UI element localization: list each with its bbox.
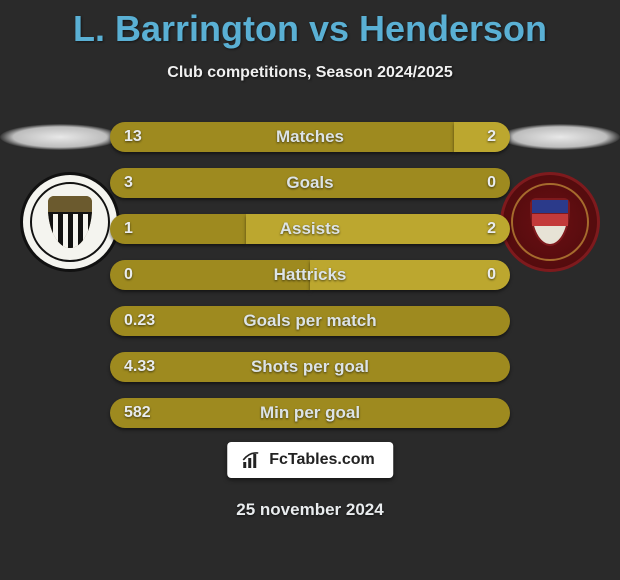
stat-row: 4.33 Shots per goal <box>110 352 510 382</box>
stat-value-left: 0.23 <box>124 312 155 330</box>
stat-value-right: 0 <box>487 266 496 284</box>
stat-label: Goals <box>286 173 333 193</box>
stat-row: 0.23 Goals per match <box>110 306 510 336</box>
branding-label: FcTables.com <box>269 451 375 469</box>
stat-row: 3 Goals 0 <box>110 168 510 198</box>
player-left-placeholder <box>0 124 120 150</box>
stat-row: 0 Hattricks 0 <box>110 260 510 290</box>
date-label: 25 november 2024 <box>0 500 620 520</box>
stat-value-left: 3 <box>124 174 133 192</box>
stat-label: Shots per goal <box>251 357 369 377</box>
stat-value-left: 582 <box>124 404 151 422</box>
stat-value-left: 1 <box>124 220 133 238</box>
chart-icon <box>241 450 261 470</box>
subtitle: Club competitions, Season 2024/2025 <box>0 64 620 82</box>
stat-value-left: 4.33 <box>124 358 155 376</box>
stat-seg-right <box>454 122 510 152</box>
stats-container: 13 Matches 2 3 Goals 0 1 Assists 2 0 Hattricks 0 0.2… <box>110 122 510 444</box>
stat-value-left: 0 <box>124 266 133 284</box>
page-title: L. Barrington vs Henderson <box>0 0 620 50</box>
stat-row: 13 Matches 2 <box>110 122 510 152</box>
stat-label: Matches <box>276 127 344 147</box>
branding-badge[interactable]: FcTables.com <box>227 442 393 478</box>
club-crest-right <box>500 172 600 272</box>
stat-row: 1 Assists 2 <box>110 214 510 244</box>
club-crest-left <box>20 172 120 272</box>
stat-row: 582 Min per goal <box>110 398 510 428</box>
stat-value-right: 2 <box>487 128 496 146</box>
player-right-placeholder <box>500 124 620 150</box>
stat-label: Goals per match <box>243 311 376 331</box>
stat-label: Hattricks <box>274 265 347 285</box>
stat-value-right: 2 <box>487 220 496 238</box>
stat-value-left: 13 <box>124 128 142 146</box>
stat-label: Min per goal <box>260 403 360 423</box>
stat-label: Assists <box>280 219 340 239</box>
stat-value-right: 0 <box>487 174 496 192</box>
